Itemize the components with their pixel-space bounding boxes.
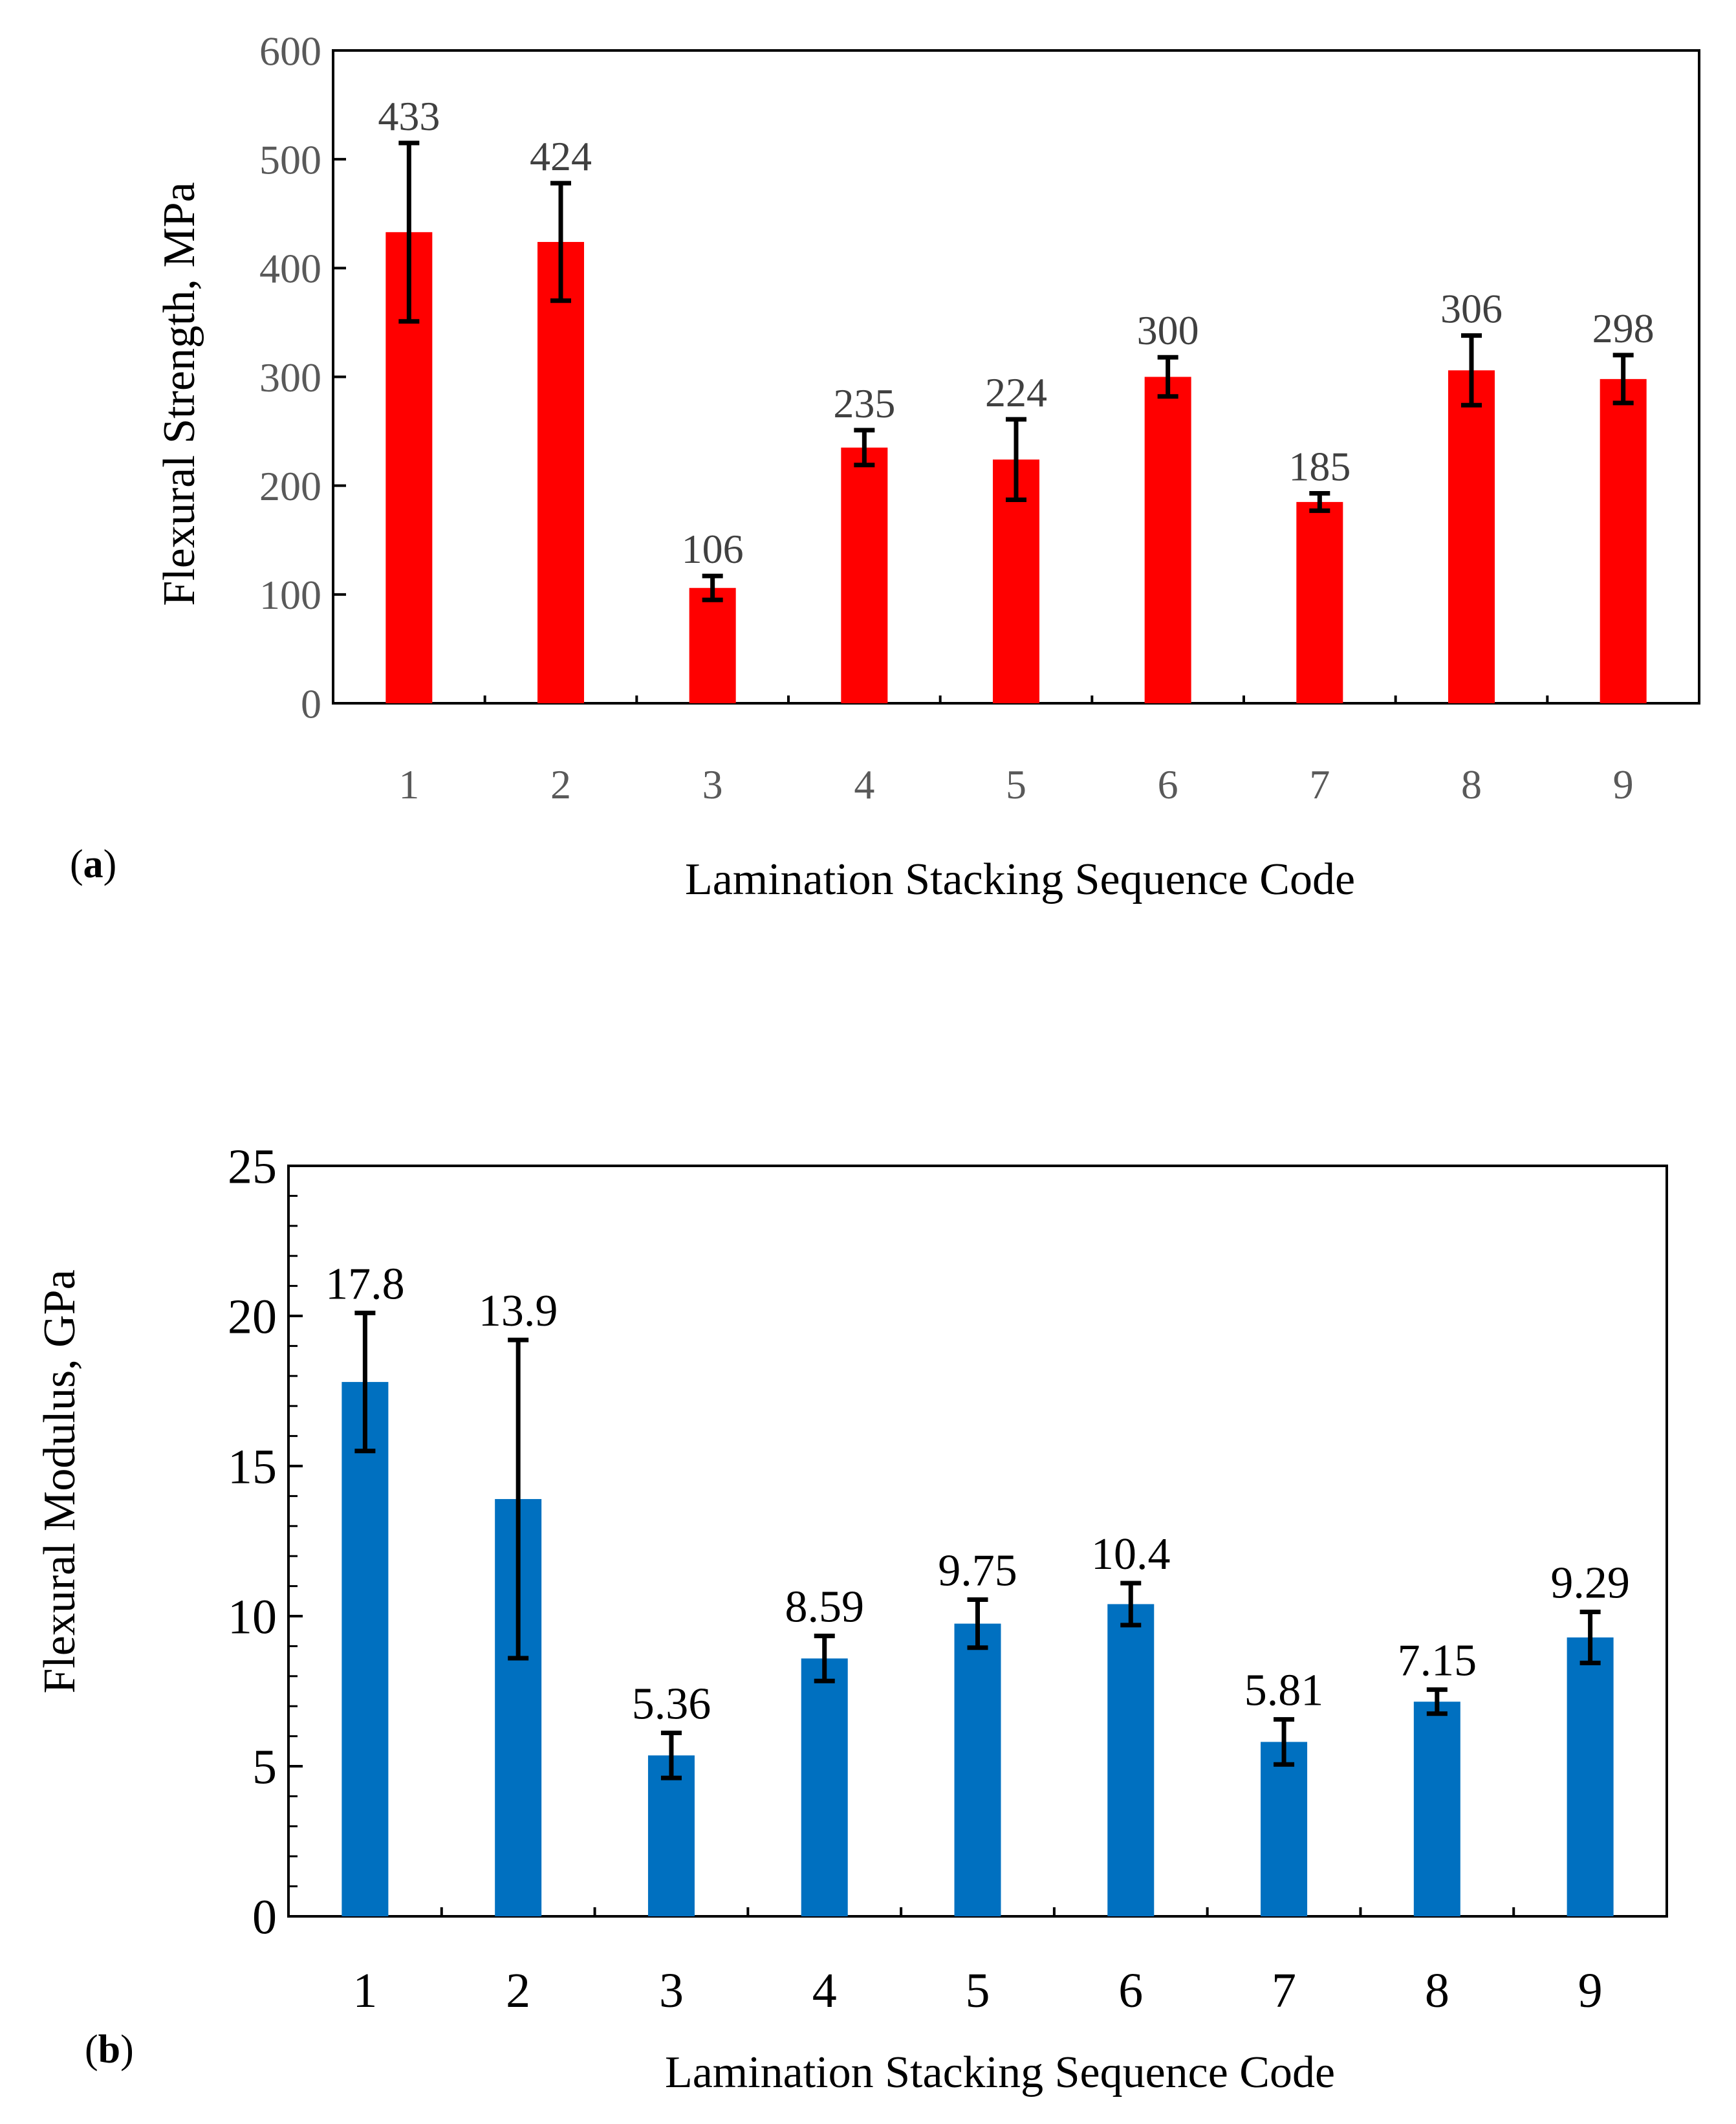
chart-a-bar [1144, 377, 1191, 703]
chart-a-bar [841, 447, 888, 703]
chart-b-panel-label: (b) [85, 2028, 134, 2072]
chart-a-panel-letter: a [83, 842, 103, 886]
chart-a-y-tick-label: 0 [301, 681, 321, 727]
chart-b-x-tick-label: 7 [1272, 1964, 1296, 2018]
chart-b-panel-letter: b [98, 2028, 120, 2072]
chart-b-x-tick-label: 3 [659, 1964, 684, 2018]
chart-b-y-axis-title: Flexural Modulus, GPa [35, 1269, 85, 1693]
chart-a-x-tick-label: 6 [1158, 761, 1178, 807]
chart-b-bar [647, 1755, 695, 1916]
chart-a-bar [1296, 501, 1343, 703]
chart-b-y-tick-label: 20 [228, 1290, 277, 1344]
chart-b-bar [1261, 1742, 1308, 1916]
chart-a-y-tick-label: 400 [259, 246, 321, 292]
chart-b-plot-area: 0 5 10 15 20 25 17.8 1 13.9 2 5.36 3 8.59 4 9.75 5 10.4 6… [228, 1140, 1668, 2018]
chart-b-bar [1567, 1637, 1614, 1916]
chart-b-bar [1107, 1604, 1155, 1916]
chart-b-x-tick-label: 8 [1425, 1964, 1449, 2018]
chart-b-data-label: 9.29 [1550, 1559, 1630, 1608]
chart-b-data-label: 7.15 [1398, 1636, 1477, 1686]
chart-a-bar [689, 587, 736, 703]
chart-a-data-label: 424 [530, 133, 592, 179]
chart-a-x-tick-label: 2 [550, 761, 571, 807]
chart-b-x-tick-label: 1 [353, 1964, 377, 2018]
chart-b-x-axis-title: Lamination Stacking Sequence Code [665, 2048, 1335, 2097]
chart-b-x-tick-label: 5 [966, 1964, 990, 2018]
chart-a-panel-label: (a) [70, 842, 116, 886]
chart-a-x-tick-label: 5 [1006, 761, 1026, 807]
chart-b-data-label: 8.59 [785, 1582, 864, 1632]
chart-b-flexural-modulus: Flexural Modulus, GPa 051015202517.8113.… [35, 1140, 1668, 2097]
chart-a-y-tick-label: 100 [259, 572, 321, 618]
chart-a-plot-area: 0 100 200 300 400 500 600 433 1 424 2 106 3 235 4 224 5 3… [259, 28, 1700, 807]
chart-a-y-tick-label: 600 [259, 28, 321, 74]
chart-a-x-axis-title: Lamination Stacking Sequence Code [685, 855, 1355, 904]
chart-b-data-label: 13.9 [479, 1286, 558, 1336]
chart-b-data-label: 9.75 [938, 1546, 1017, 1595]
chart-b-x-tick-label: 4 [812, 1964, 837, 2018]
chart-a-x-tick-label: 9 [1613, 761, 1634, 807]
chart-a-data-label: 306 [1440, 286, 1503, 332]
chart-a-y-tick-label: 300 [259, 355, 321, 400]
chart-a-data-label: 235 [833, 380, 895, 426]
chart-b-bar [1413, 1702, 1460, 1916]
chart-a-bar [1600, 378, 1647, 703]
chart-b-y-tick-label: 5 [252, 1740, 277, 1795]
chart-a-y-axis-title: Flexural Strength, MPa [155, 182, 204, 606]
chart-b-x-tick-label: 2 [506, 1964, 530, 2018]
chart-a-data-label: 433 [378, 93, 440, 139]
chart-a-x-tick-label: 4 [854, 761, 874, 807]
chart-a-y-tick-label: 200 [259, 463, 321, 509]
chart-b-data-label: 5.81 [1244, 1666, 1324, 1716]
chart-a-x-tick-label: 1 [398, 761, 419, 807]
chart-a-y-tick-label: 500 [259, 137, 321, 183]
chart-b-y-tick-label: 15 [228, 1440, 277, 1494]
chart-b-y-tick-label: 10 [228, 1590, 277, 1645]
chart-b-y-tick-label: 0 [252, 1890, 277, 1945]
chart-a-x-tick-label: 3 [702, 761, 723, 807]
chart-a-data-label: 300 [1137, 307, 1199, 353]
chart-a-data-label: 185 [1288, 443, 1351, 489]
chart-a-x-tick-label: 8 [1461, 761, 1482, 807]
chart-a-data-label: 298 [1592, 305, 1655, 351]
chart-a-data-label: 224 [985, 369, 1047, 415]
chart-b-data-label: 17.8 [325, 1259, 405, 1309]
chart-b-data-label: 5.36 [632, 1679, 711, 1729]
chart-a-bar [1448, 370, 1495, 703]
chart-b-x-tick-label: 6 [1118, 1964, 1143, 2018]
chart-b-x-tick-label: 9 [1578, 1964, 1603, 2018]
chart-a-flexural-strength: Flexural Strength, MPa 0 100 200 300 400 500 6… [70, 28, 1700, 904]
chart-b-y-tick-label: 25 [228, 1140, 277, 1194]
chart-a-x-tick-label: 7 [1309, 761, 1330, 807]
chart-a-bar [537, 241, 584, 703]
chart-a-data-label: 106 [682, 526, 744, 572]
chart-b-bar [954, 1623, 1001, 1916]
chart-b-bar [342, 1382, 389, 1916]
chart-b-bar [801, 1658, 848, 1916]
chart-b-data-label: 10.4 [1091, 1529, 1171, 1579]
